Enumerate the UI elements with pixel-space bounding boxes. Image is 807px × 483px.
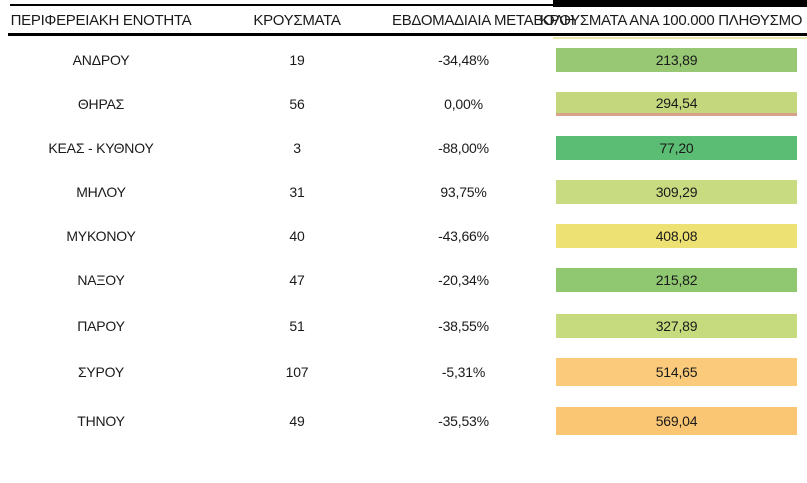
per-100k-cell: 77,20 <box>535 126 807 170</box>
table-body: ΑΝΔΡΟΥ 19 -34,48% 213,89 ΘΗΡΑΣ 56 0,00% … <box>0 38 807 447</box>
per-100k-cell: 569,04 <box>535 395 807 447</box>
header-accent-line <box>553 37 807 39</box>
cases-cell: 51 <box>289 317 305 334</box>
per-100k-bar: 569,04 <box>556 407 797 435</box>
region-cell: ΘΗΡΑΣ <box>77 96 125 112</box>
per-100k-bar: 327,89 <box>556 313 797 338</box>
per-100k-bar: 294,54 <box>556 92 797 116</box>
table-row: ΣΥΡΟΥ 107 -5,31% 514,65 <box>0 349 807 395</box>
per-100k-cell: 309,29 <box>535 170 807 214</box>
cases-cell: 19 <box>289 52 305 68</box>
table-row: ΘΗΡΑΣ 56 0,00% 294,54 <box>0 82 807 126</box>
table-row: ΤΗΝΟΥ 49 -35,53% 569,04 <box>0 395 807 447</box>
weekly-change-cell: -38,55% <box>438 317 489 334</box>
table-row: ΠΑΡΟΥ 51 -38,55% 327,89 <box>0 302 807 349</box>
weekly-change-cell: -88,00% <box>438 140 489 156</box>
region-cell: ΠΑΡΟΥ <box>77 317 125 334</box>
header-row: ΠΕΡΙΦΕΡΕΙΑΚΗ ΕΝΟΤΗΤΑ ΚΡΟΥΣΜΑΤΑ ΕΒΔΟΜΑΔΙΑ… <box>0 6 807 34</box>
weekly-change-cell: -34,48% <box>438 52 489 68</box>
cases-cell: 40 <box>289 228 305 244</box>
per-100k-cell: 327,89 <box>535 302 807 349</box>
cases-cell: 47 <box>289 272 305 288</box>
cases-cell: 49 <box>289 413 305 429</box>
col-header-weekly-change: ΕΒΔΟΜΑΔΙΑΙΑ ΜΕΤΑΒΟΛΗ <box>392 11 575 29</box>
cases-cell: 31 <box>289 184 305 200</box>
per-100k-cell: 408,08 <box>535 214 807 258</box>
top-rule-left <box>10 4 553 6</box>
per-100k-cell: 514,65 <box>535 349 807 395</box>
region-cell: ΤΗΝΟΥ <box>77 413 125 429</box>
header-divider <box>8 33 807 36</box>
weekly-change-cell: -35,53% <box>438 413 489 429</box>
per-100k-bar: 514,65 <box>556 358 797 386</box>
table-row: ΑΝΔΡΟΥ 19 -34,48% 213,89 <box>0 38 807 82</box>
weekly-change-cell: -5,31% <box>441 364 486 380</box>
cases-cell: 56 <box>289 96 305 112</box>
table-row: ΚΕΑΣ - ΚΥΘΝΟΥ 3 -88,00% 77,20 <box>0 126 807 170</box>
per-100k-bar: 213,89 <box>556 48 797 72</box>
per-100k-cell: 213,89 <box>535 38 807 82</box>
per-100k-cell: 294,54 <box>535 82 807 126</box>
per-100k-bar: 77,20 <box>556 136 797 160</box>
table-row: ΜΗΛΟΥ 31 93,75% 309,29 <box>0 170 807 214</box>
per-100k-bar: 408,08 <box>556 224 797 248</box>
cases-cell: 3 <box>293 140 301 156</box>
region-cell: ΝΑΞΟΥ <box>77 272 125 288</box>
cases-cell: 107 <box>285 364 309 380</box>
top-bar-right <box>553 0 807 7</box>
per-100k-bar: 309,29 <box>556 180 797 204</box>
col-header-per-100k: ΚΡΟΥΣΜΑΤΑ ΑΝΑ 100.000 ΠΛΗΘΥΣΜΟ <box>539 11 803 29</box>
region-cell: ΜΗΛΟΥ <box>76 184 126 200</box>
per-100k-bar: 215,82 <box>556 268 797 292</box>
weekly-change-cell: 93,75% <box>440 184 487 200</box>
weekly-change-cell: -20,34% <box>438 272 489 288</box>
region-cell: ΣΥΡΟΥ <box>77 364 125 380</box>
table-row: ΝΑΞΟΥ 47 -20,34% 215,82 <box>0 258 807 302</box>
table-row: ΜΥΚΟΝΟΥ 40 -43,66% 408,08 <box>0 214 807 258</box>
weekly-change-cell: -43,66% <box>438 228 489 244</box>
per-100k-cell: 215,82 <box>535 258 807 302</box>
region-cell: ΚΕΑΣ - ΚΥΘΝΟΥ <box>48 140 154 156</box>
weekly-change-cell: 0,00% <box>444 96 483 112</box>
region-cell: ΜΥΚΟΝΟΥ <box>66 228 136 244</box>
col-header-cases: ΚΡΟΥΣΜΑΤΑ <box>253 11 341 29</box>
col-header-region: ΠΕΡΙΦΕΡΕΙΑΚΗ ΕΝΟΤΗΤΑ <box>10 11 192 29</box>
region-cell: ΑΝΔΡΟΥ <box>72 52 130 68</box>
